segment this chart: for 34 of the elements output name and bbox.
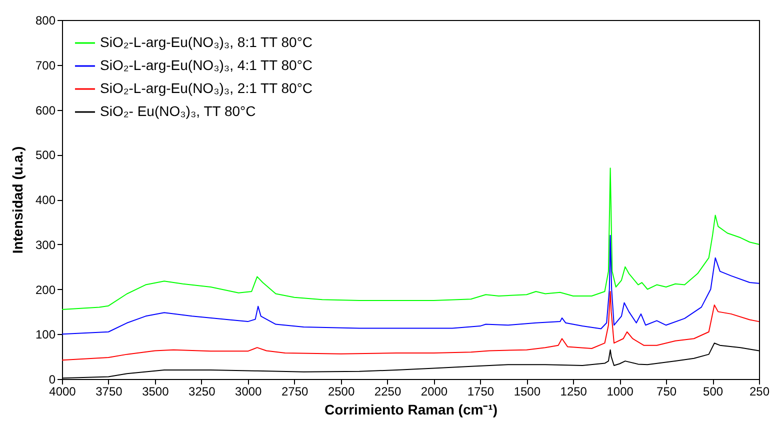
x-tick-label: 250 [749,384,770,398]
x-tick-label: 3250 [188,384,216,398]
x-tick-label: 4000 [49,384,76,398]
x-tick-label: 1000 [606,384,634,398]
y-tick-label: 600 [35,103,56,118]
x-tick-label: 3750 [96,384,123,398]
y-tick-label: 100 [35,328,56,342]
x-tick-label: 2000 [420,384,448,398]
legend-label: SiO₂- Eu(NO₃)₃, TT 80°C [100,103,256,119]
x-tick-label: 2750 [281,384,309,398]
y-axis-title: Intensidad (u.a.) [9,146,26,254]
y-tick-label: 300 [35,238,56,252]
line-series [62,290,760,361]
x-tick-label: 2250 [374,384,402,398]
y-tick-label: 700 [35,58,56,72]
legend-label: SiO₂-L-arg-Eu(NO₃)₃, 8:1 TT 80°C [100,34,313,50]
x-tick-label: 1250 [560,384,588,398]
y-tick-label: 200 [35,282,56,297]
x-axis-title: Corrimiento Raman (cm⁻¹) [324,402,498,418]
x-tick-label: 2500 [328,384,355,398]
y-tick-label: 500 [35,148,56,162]
x-tick-label: 3500 [142,384,170,398]
line-series [62,168,760,310]
y-tick-label: 0 [48,372,56,386]
x-tick-label: 500 [703,384,724,398]
line-series [62,234,760,335]
legend-label: SiO₂-L-arg-Eu(NO₃)₃, 2:1 TT 80°C [100,80,313,96]
x-tick-label: 750 [656,384,677,398]
x-tick-label: 1500 [514,384,541,398]
x-tick-label: 1750 [467,384,494,398]
legend-label: SiO₂-L-arg-Eu(NO₃)₃, 4:1 TT 80°C [100,57,313,73]
x-tick-label: 3000 [235,384,262,398]
y-tick-label: 800 [35,14,56,28]
y-tick-label: 400 [35,193,56,207]
